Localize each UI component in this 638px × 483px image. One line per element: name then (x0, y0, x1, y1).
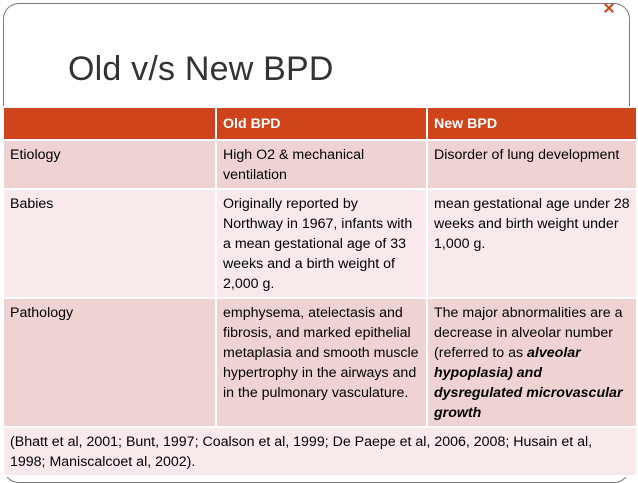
close-icon[interactable] (604, 3, 614, 13)
table-row: Babies Originally reported by Northway i… (2, 188, 638, 299)
cell-old-pathology: emphysema, atelectasis and fibrosis, and… (215, 297, 428, 428)
row-label-babies: Babies (2, 188, 217, 299)
header-old-bpd: Old BPD (215, 106, 428, 141)
cell-new-babies: mean gestational age under 28 weeks and … (426, 188, 638, 299)
row-label-etiology: Etiology (2, 139, 217, 190)
table-row: Etiology High O2 & mechanical ventilatio… (2, 139, 638, 190)
table-header-row: Old BPD New BPD (2, 106, 638, 141)
cell-new-pathology-emphasis: alveolar hypoplasia) and dysregulated mi… (434, 345, 623, 421)
comparison-table: Old BPD New BPD Etiology High O2 & mecha… (2, 106, 638, 477)
footnote-row: (Bhatt et al, 2001; Bunt, 1997; Coalson … (2, 426, 638, 477)
cell-old-babies: Originally reported by Northway in 1967,… (215, 188, 428, 299)
cell-old-etiology: High O2 & mechanical ventilation (215, 139, 428, 190)
table-row: Pathology emphysema, atelectasis and fib… (2, 297, 638, 428)
header-empty (2, 106, 217, 141)
cell-new-pathology-text: The major abnormalities are a decrease i… (434, 305, 623, 361)
slide-title: Old v/s New BPD (68, 50, 334, 88)
citation-footnote: (Bhatt et al, 2001; Bunt, 1997; Coalson … (2, 426, 638, 477)
cell-new-pathology: The major abnormalities are a decrease i… (426, 297, 638, 428)
header-new-bpd: New BPD (426, 106, 638, 141)
cell-new-etiology: Disorder of lung development (426, 139, 638, 190)
row-label-pathology: Pathology (2, 297, 217, 428)
